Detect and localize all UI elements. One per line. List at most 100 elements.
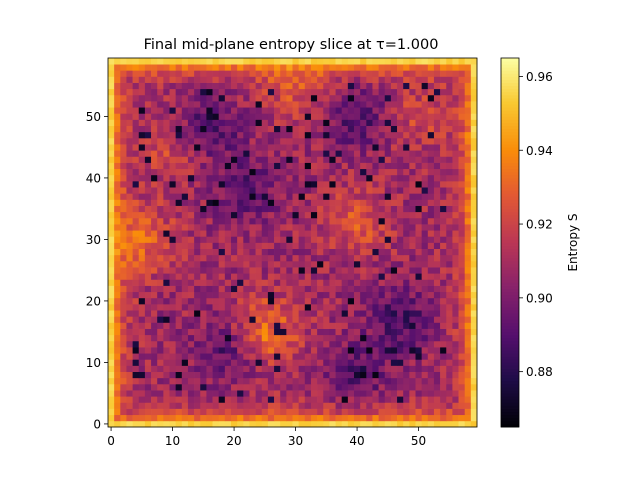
heatmap-cell [114,187,121,194]
heatmap-cell [261,76,269,83]
heatmap-cell [132,291,140,299]
heatmap-cell [415,322,422,329]
heatmap-cell [433,248,441,256]
heatmap-cell [440,273,447,280]
y-tick-label: 30 [86,233,101,247]
heatmap-cell [212,328,220,336]
heatmap-cell [280,101,287,108]
heatmap-cell [354,334,361,342]
heatmap-cell [175,273,183,280]
heatmap-cell [144,168,152,176]
heatmap-cell [231,82,238,90]
heatmap-cell [261,328,269,336]
colorbar-segment [501,350,519,354]
heatmap-cell [169,304,176,311]
heatmap-cell [354,377,361,385]
heatmap-cell [354,340,361,348]
heatmap-cell [440,279,447,286]
heatmap-cell [286,224,293,231]
heatmap-cell [114,316,121,323]
heatmap-cell [464,205,472,213]
heatmap-cell [114,131,121,139]
heatmap-cell [317,365,324,372]
heatmap-cell [187,131,195,139]
heatmap-cell [372,396,379,403]
heatmap-cell [323,76,330,83]
heatmap-cell [304,273,312,280]
heatmap-cell [366,131,373,139]
heatmap-cell [317,328,324,336]
heatmap-cell [274,334,281,342]
heatmap-cell [243,414,250,422]
heatmap-cell [452,328,459,336]
heatmap-cell [206,260,213,268]
heatmap-cell [310,88,318,96]
heatmap-cell [372,390,379,397]
heatmap-cell [144,414,152,422]
heatmap-cell [120,254,127,262]
heatmap-cell [292,181,299,188]
heatmap-cell [397,187,404,194]
heatmap-cell [440,88,447,96]
heatmap-cell [249,101,256,108]
heatmap-cell [470,150,478,157]
heatmap-cell [335,248,343,256]
heatmap-cell [427,113,435,120]
heatmap-cell [366,205,373,213]
heatmap-cell [354,125,361,133]
heatmap-cell [384,383,392,391]
heatmap-cell [206,340,213,348]
heatmap-cell [292,94,299,102]
heatmap-cell [194,211,201,219]
heatmap-cell [323,322,330,329]
heatmap-cell [360,168,367,176]
heatmap-cell [354,119,361,126]
heatmap-cell [144,144,152,151]
heatmap-cell [354,144,361,151]
heatmap-cell [415,230,422,237]
heatmap-cell [274,297,281,305]
heatmap-cell [280,297,287,305]
heatmap-cell [224,408,232,416]
heatmap-cell [261,310,269,317]
colorbar-segment [501,377,519,382]
heatmap-cell [464,211,472,219]
heatmap-cell [335,267,343,274]
heatmap-cell [151,76,158,83]
heatmap-cell [433,76,441,83]
heatmap-cell [372,291,379,299]
heatmap-cell [286,236,293,243]
heatmap-cell [347,396,355,403]
heatmap-cell [206,82,213,90]
heatmap-cell [452,150,459,157]
heatmap-cell [144,371,152,379]
heatmap-cell [224,402,232,409]
heatmap-cell [292,402,299,409]
colorbar-segment [501,162,519,167]
heatmap-cell [108,402,115,409]
heatmap-cell [114,396,121,403]
heatmap-cell [237,193,244,200]
heatmap-cell [415,174,422,182]
heatmap-cell [108,64,115,71]
heatmap-cell [360,310,367,317]
heatmap-cell [403,187,410,194]
heatmap-cell [317,205,324,213]
heatmap-cell [292,88,299,96]
heatmap-cell [224,224,232,231]
heatmap-cell [433,390,441,397]
heatmap-cell [360,267,367,274]
heatmap-cell [298,181,306,188]
heatmap-cell [126,402,133,409]
heatmap-cell [458,414,466,422]
heatmap-cell [243,260,250,268]
heatmap-cell [390,230,398,237]
heatmap-cell [181,125,189,133]
heatmap-cell [347,260,355,268]
heatmap-cell [187,340,195,348]
heatmap-cell [267,230,275,237]
heatmap-cell [261,211,269,219]
heatmap-cell [181,254,189,262]
heatmap-cell [427,82,435,90]
heatmap-cell [329,119,336,126]
